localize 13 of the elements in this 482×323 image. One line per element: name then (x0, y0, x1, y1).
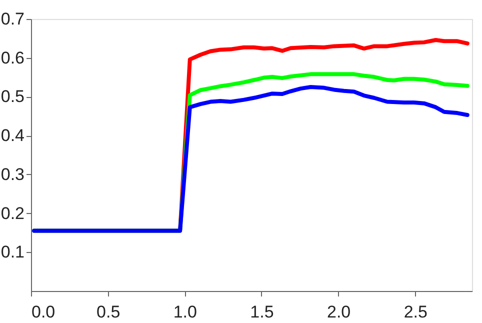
y-tick-label: 0.7 (0, 10, 24, 28)
x-tick-label: 0.0 (32, 302, 56, 322)
x-tick-label: 1.0 (173, 302, 197, 322)
y-tick-label: 0.5 (0, 87, 24, 106)
y-tick-label: 0.2 (0, 204, 24, 223)
x-tick-label: 2.5 (404, 302, 428, 322)
y-tick-label: 0.6 (0, 48, 24, 68)
x-tick-label: 2.0 (326, 302, 351, 322)
x-tick-label: 1.5 (250, 302, 274, 322)
x-tick-label: 0.5 (96, 302, 120, 322)
y-tick-label: 0.4 (0, 126, 24, 146)
y-tick-label: 0.1 (0, 242, 24, 262)
y-tick-label: 0.3 (0, 164, 24, 184)
